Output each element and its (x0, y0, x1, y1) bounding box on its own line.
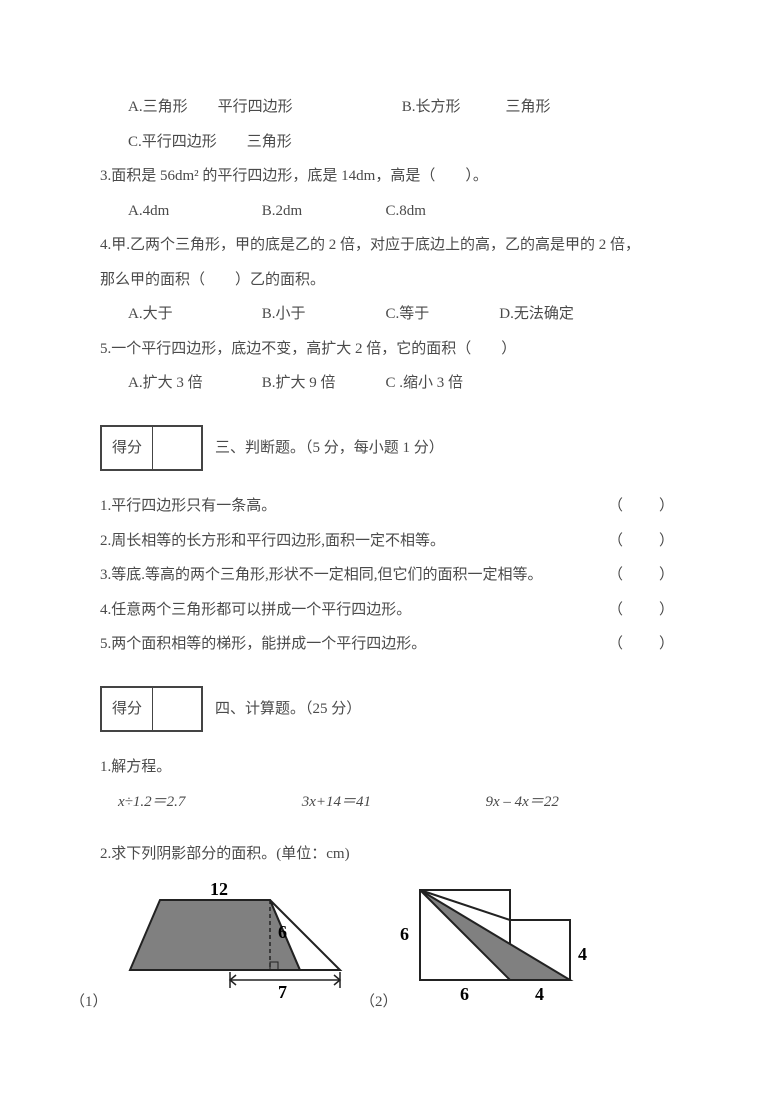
tf-paren[interactable]: （ ） (608, 489, 676, 524)
q4-opt-d: D.无法确定 (499, 297, 574, 332)
equations-row: x÷1.2＝2.7 3x+14＝41 9x – 4x＝22 (100, 785, 680, 820)
tf-paren[interactable]: （ ） (608, 558, 676, 593)
tf-item-4: 4.任意两个三角形都可以拼成一个平行四边形。 （ ） (100, 593, 680, 628)
label-right-w: 4 (535, 984, 544, 1004)
tf-paren[interactable]: （ ） (608, 627, 676, 662)
q4-options: A.大于 B.小于 C.等于 D.无法确定 (100, 297, 680, 332)
q3-opt-b: B.2dm (262, 194, 382, 229)
score-label: 得分 (102, 687, 153, 731)
section-3-header: 得分 三、判断题。（5 分，每小题 1 分） (100, 425, 680, 472)
tf-paren[interactable]: （ ） (608, 593, 676, 628)
q2-options-row2: C.平行四边形 三角形 (100, 125, 680, 160)
eq-2: 3x+14＝41 (302, 785, 482, 820)
calc-q2-title: 2.求下列阴影部分的面积。(单位：cm) (100, 837, 680, 872)
tf-paren[interactable]: （ ） (608, 524, 676, 559)
tf-text: 1.平行四边形只有一条高。 (100, 489, 608, 524)
shaded-triangle (420, 890, 570, 980)
q2-options-row1: A.三角形 平行四边形 B.长方形 三角形 (100, 90, 680, 125)
figures-row: （1） 12 6 7 (100, 880, 680, 1024)
q3-options: A.4dm B.2dm C.8dm (100, 194, 680, 229)
section-4-header: 得分 四、计算题。（25 分） (100, 686, 680, 733)
figure-1-label: （1） (70, 985, 108, 1020)
label-right-h: 4 (578, 944, 587, 964)
tf-item-2: 2.周长相等的长方形和平行四边形,面积一定不相等。 （ ） (100, 524, 680, 559)
q5-options: A.扩大 3 倍 B.扩大 9 倍 C .缩小 3 倍 (100, 366, 680, 401)
score-box-3: 得分 (100, 425, 203, 472)
q4-opt-b: B.小于 (262, 297, 382, 332)
score-cell[interactable] (153, 426, 202, 470)
tf-item-5: 5.两个面积相等的梯形，能拼成一个平行四边形。 （ ） (100, 627, 680, 662)
eq-3: 9x – 4x＝22 (486, 785, 666, 820)
label-height: 6 (278, 922, 287, 942)
eq-1: x÷1.2＝2.7 (118, 785, 298, 820)
trapezoid-diagram: 12 6 7 (100, 880, 350, 1010)
label-left-h: 6 (400, 924, 409, 944)
q5-opt-a: A.扩大 3 倍 (128, 366, 258, 401)
tf-text: 4.任意两个三角形都可以拼成一个平行四边形。 (100, 593, 608, 628)
label-top: 12 (210, 880, 228, 899)
q3-opt-a: A.4dm (128, 194, 258, 229)
figure-1: （1） 12 6 7 (100, 880, 350, 1024)
tf-text: 3.等底.等高的两个三角形,形状不一定相同,但它们的面积一定相等。 (100, 558, 608, 593)
q2-opt-b: B.长方形 三角形 (402, 90, 551, 125)
tf-item-3: 3.等底.等高的两个三角形,形状不一定相同,但它们的面积一定相等。 （ ） (100, 558, 680, 593)
label-base: 7 (278, 982, 287, 1002)
diag-line (420, 890, 510, 920)
q4-line1: 4.甲.乙两个三角形，甲的底是乙的 2 倍，对应于底边上的高，乙的高是甲的 2 … (100, 228, 680, 263)
q4-opt-a: A.大于 (128, 297, 258, 332)
q5-stem: 5.一个平行四边形，底边不变，高扩大 2 倍，它的面积（ ） (100, 332, 680, 367)
q3-stem: 3.面积是 56dm² 的平行四边形，底是 14dm，高是（ ）。 (100, 159, 680, 194)
q5-opt-c: C .缩小 3 倍 (386, 366, 464, 401)
q2-opt-a: A.三角形 平行四边形 (128, 90, 398, 125)
q4-line2: 那么甲的面积（ ）乙的面积。 (100, 263, 680, 298)
score-cell[interactable] (153, 687, 202, 731)
exam-page: A.三角形 平行四边形 B.长方形 三角形 C.平行四边形 三角形 3.面积是 … (0, 0, 780, 1063)
tf-item-1: 1.平行四边形只有一条高。 （ ） (100, 489, 680, 524)
calc-q1-title: 1.解方程。 (100, 750, 680, 785)
q5-opt-b: B.扩大 9 倍 (262, 366, 382, 401)
score-box-4: 得分 (100, 686, 203, 733)
tf-text: 5.两个面积相等的梯形，能拼成一个平行四边形。 (100, 627, 608, 662)
q2-opt-c: C.平行四边形 三角形 (128, 125, 292, 160)
section-4-title: 四、计算题。（25 分） (215, 692, 361, 727)
section-3-title: 三、判断题。（5 分，每小题 1 分） (215, 431, 444, 466)
label-left-w: 6 (460, 984, 469, 1004)
figure-2-label: （2） (360, 985, 398, 1020)
tf-text: 2.周长相等的长方形和平行四边形,面积一定不相等。 (100, 524, 608, 559)
squares-diagram: 6 6 4 4 (390, 880, 620, 1010)
q4-opt-c: C.等于 (386, 297, 496, 332)
score-label: 得分 (102, 426, 153, 470)
figure-2: （2） 6 6 4 4 (390, 880, 620, 1024)
q3-opt-c: C.8dm (386, 194, 496, 229)
